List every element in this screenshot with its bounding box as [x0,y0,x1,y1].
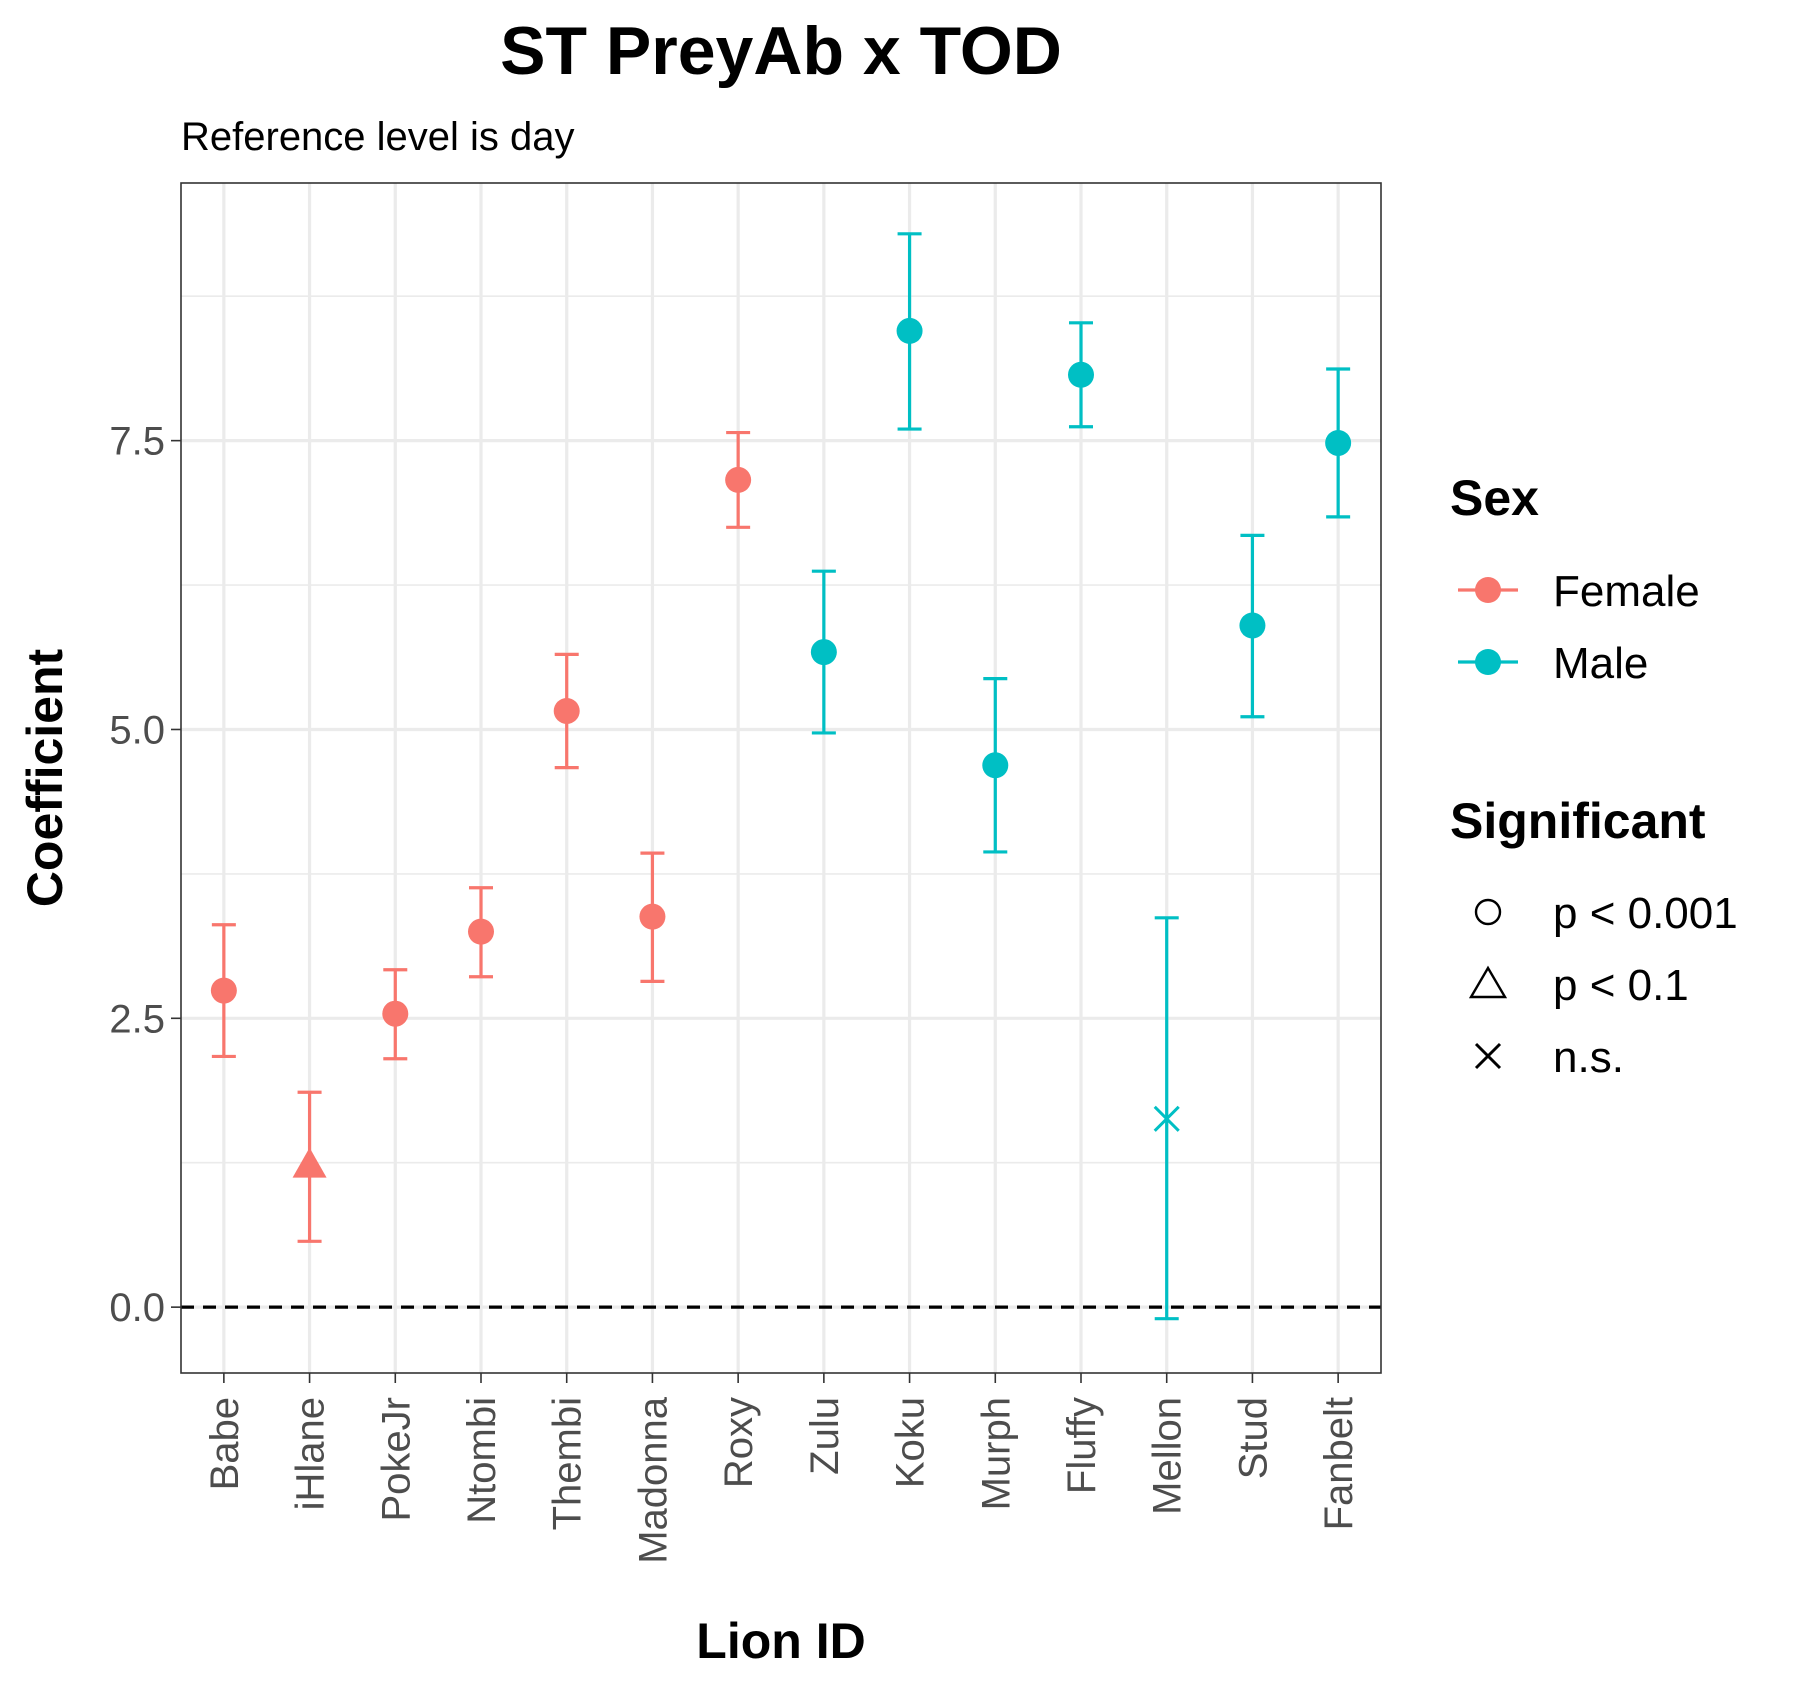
x-tick-label: Fanbelt [1317,1397,1361,1530]
legend-key-male [1475,649,1501,675]
y-axis-title: Coefficient [17,648,73,907]
legend-label-male: Male [1553,639,1648,688]
x-tick-label: Zulu [803,1397,847,1475]
y-tick-label: 0.0 [109,1286,165,1330]
legend-key-cross [1474,1042,1502,1070]
x-tick-label: Madonna [631,1396,675,1564]
legend-key-triangle [1468,965,1508,999]
point-ihlane [292,1147,327,1178]
point-pokejr [382,1000,409,1027]
x-tick-label: Koku [889,1397,933,1488]
point-murph [982,752,1009,779]
point-babe [210,977,237,1004]
plot-background [181,183,1381,1373]
y-tick-label: 7.5 [109,420,165,464]
legend-sex-entries: Female Male [1458,567,1700,688]
plot-border [180,182,1382,1374]
legend-sex-title: Sex [1450,470,1539,526]
point-fluffy [1068,361,1094,388]
y-tick-label: 5.0 [109,708,165,752]
x-tick-label: Roxy [717,1397,761,1488]
x-tick-label: Mellon [1146,1397,1190,1515]
y-tick-label: 2.5 [109,997,165,1041]
point-thembi [553,697,580,724]
legend-significant-title: Significant [1450,793,1706,849]
legend-significant-entries: p < 0.001 p < 0.1 n.s. [1468,889,1738,1082]
chart-subtitle: Reference level is day [181,115,575,159]
y-axis-ticks: 0.0 2.5 5.0 7.5 [109,420,181,1330]
chart-title: ST PreyAb x TOD [500,13,1062,89]
x-tick-label: PokeJr [374,1397,418,1522]
point-zulu [810,639,837,666]
legend-label-significance: p < 0.1 [1553,961,1689,1010]
legend-key-circle [1474,898,1502,926]
point-stud [1239,612,1266,639]
point-madonna [639,903,666,930]
x-tick-label: Fluffy [1060,1397,1104,1494]
point-ntombi [468,918,494,945]
data-points [210,317,1352,1178]
legend-key-female [1475,577,1501,603]
x-tick-label: Thembi [546,1397,590,1530]
x-tick-label: Ntombi [460,1397,504,1524]
legend-label-female: Female [1553,567,1700,616]
legend-label-significance: p < 0.001 [1553,889,1738,938]
legend-label-significance: n.s. [1553,1033,1624,1082]
x-tick-label: Stud [1231,1397,1275,1479]
x-tick-label: Murph [974,1397,1018,1510]
x-axis-title: Lion ID [696,1613,865,1669]
x-axis-ticks: Babe iHlane PokeJr Ntombi Thembi Madonna Roxy Z… [203,1373,1361,1564]
point-roxy [725,466,752,493]
point-koku [896,317,923,344]
point-mellon [1153,1105,1180,1132]
x-tick-label: iHlane [289,1397,333,1510]
point-fanbelt [1325,429,1352,456]
x-tick-label: Babe [203,1397,247,1490]
grid-minor [181,295,1381,1164]
